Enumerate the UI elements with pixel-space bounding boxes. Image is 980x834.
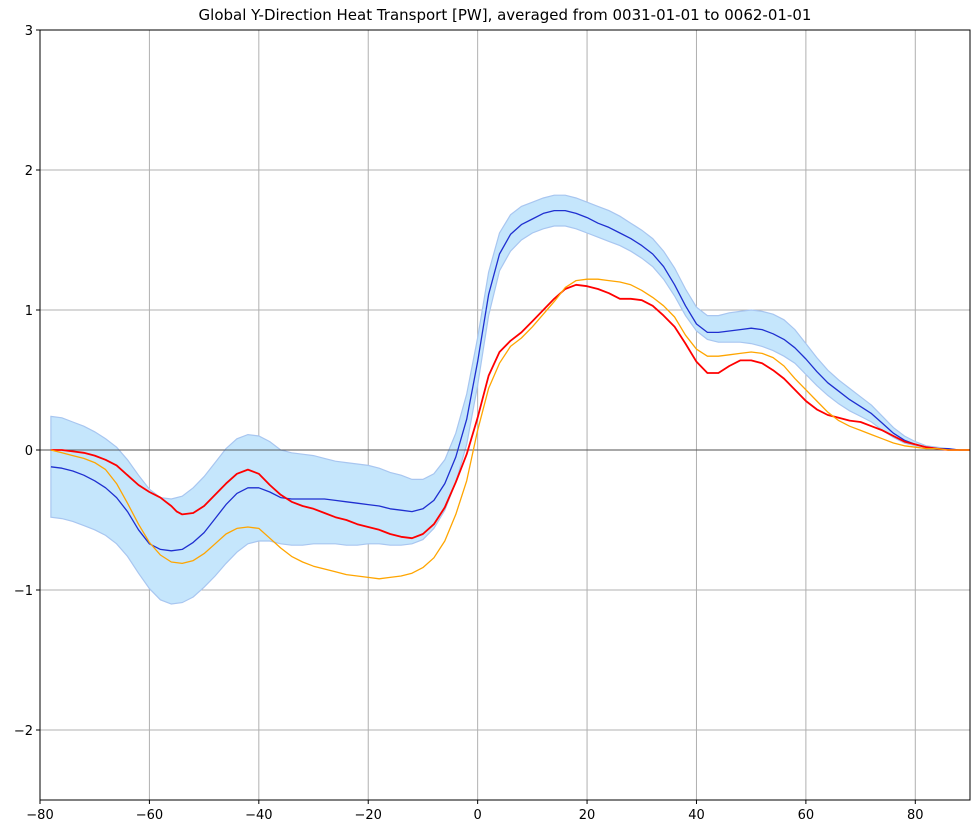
x-tick-label: 20 [579, 808, 596, 823]
x-tick-label: 80 [907, 808, 924, 823]
x-tick-label: −40 [245, 808, 272, 823]
uncertainty-band [50, 194, 970, 605]
orange-series-line [50, 278, 970, 580]
band-layer [50, 194, 970, 605]
x-tick-label: 40 [688, 808, 705, 823]
x-tick-layer: −80 −60 −40 −20 0 20 40 60 80 [26, 800, 924, 823]
axes-layer [39, 29, 971, 801]
x-tick-label: −20 [355, 808, 382, 823]
x-tick-label: 60 [798, 808, 815, 823]
blue-series-line [50, 209, 970, 552]
y-tick-label: 0 [25, 444, 33, 459]
y-tick-layer: −2 −1 0 1 2 3 [14, 24, 40, 739]
series-layer [50, 209, 970, 580]
y-tick-label: −2 [14, 724, 33, 739]
plot-frame [39, 29, 971, 801]
x-tick-label: −60 [136, 808, 163, 823]
x-tick-label: 0 [474, 808, 482, 823]
y-tick-label: 2 [25, 164, 33, 179]
y-tick-label: 1 [25, 304, 33, 319]
y-tick-label: −1 [14, 584, 33, 599]
red-series-line [50, 283, 970, 540]
x-tick-label: −80 [26, 808, 53, 823]
y-tick-label: 3 [25, 24, 33, 39]
chart-title: Global Y-Direction Heat Transport [PW], … [198, 6, 812, 24]
